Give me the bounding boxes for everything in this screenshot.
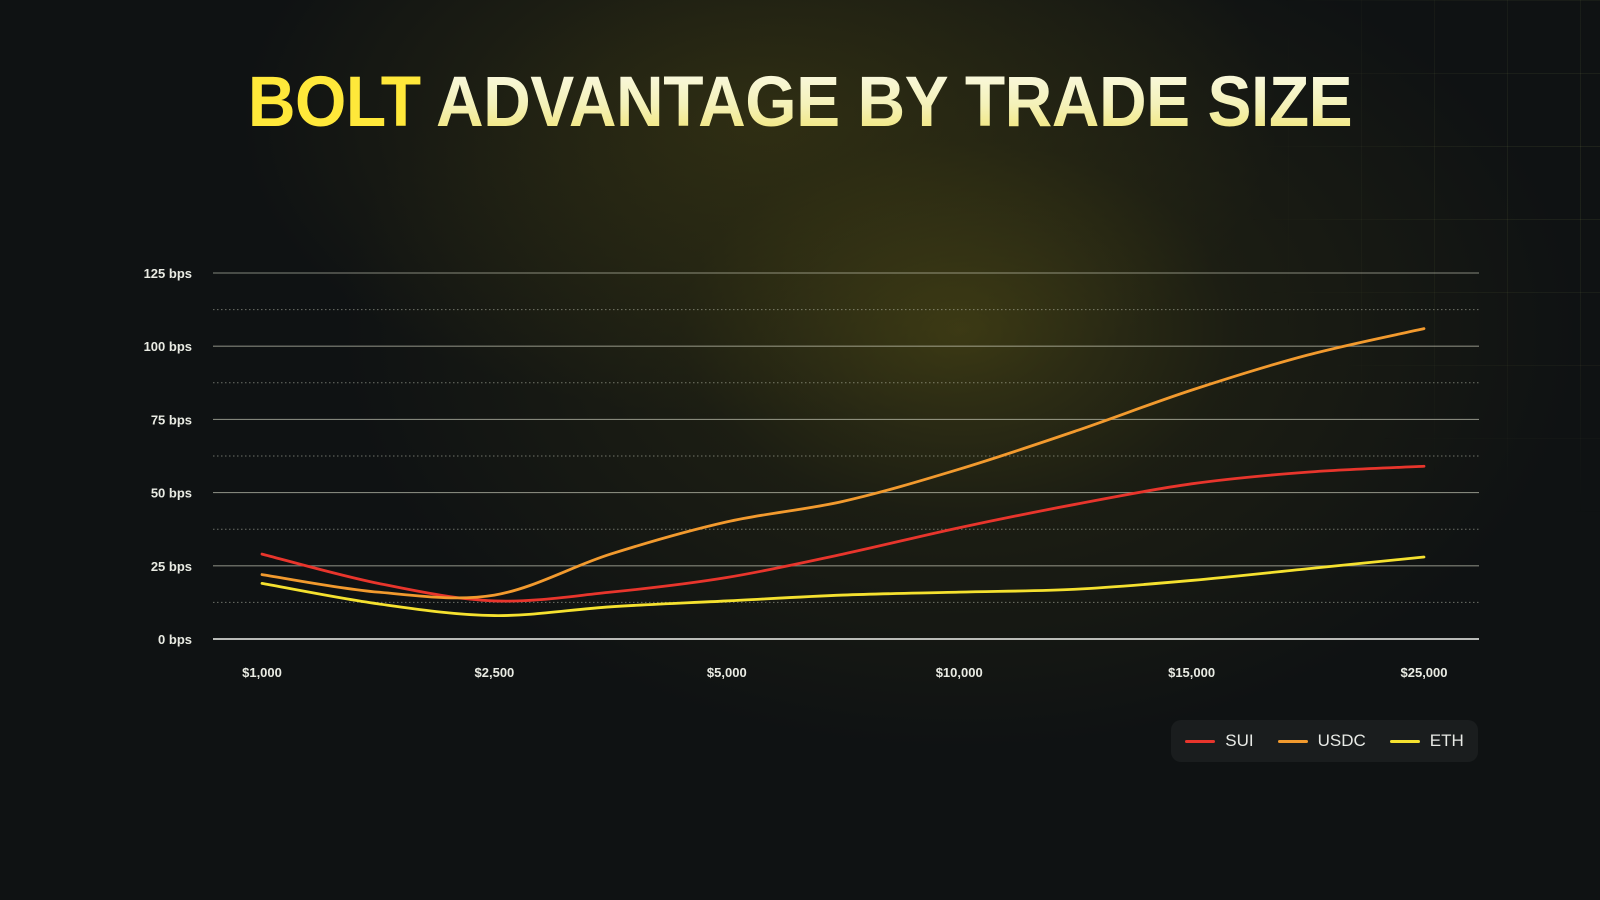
title-highlight: BOLT [247, 61, 421, 141]
x-tick-label: $15,000 [1168, 665, 1215, 680]
y-tick-label: 25 bps [151, 559, 192, 574]
series-line-sui [260, 464, 1426, 603]
x-tick-label: $1,000 [242, 665, 282, 680]
y-tick-label: 50 bps [151, 486, 192, 501]
y-tick-label: 75 bps [151, 412, 192, 427]
y-tick-label: 125 bps [144, 266, 192, 281]
legend-item-usdc: USDC [1277, 731, 1366, 751]
legend-label-eth: ETH [1429, 731, 1464, 750]
legend-swatch-eth [1389, 739, 1420, 743]
y-tick-label: 100 bps [144, 339, 192, 354]
decorative-grid-background [1140, 0, 1600, 640]
legend-item-sui: SUI [1185, 731, 1254, 751]
legend-swatch-usdc [1277, 739, 1308, 743]
legend-label-sui: SUI [1225, 731, 1254, 750]
chart-title: BOLT ADVANTAGE BY TRADE SIZE [0, 65, 1600, 136]
chart-legend: SUI USDC ETH [1171, 720, 1478, 762]
x-tick-label: $25,000 [1401, 665, 1448, 680]
x-tick-label: $10,000 [936, 665, 983, 680]
series-line-eth [260, 555, 1426, 617]
y-axis-tick-labels: 0 bps 25 bps 50 bps 75 bps 100 bps 125 bps [144, 266, 192, 647]
x-tick-label: $5,000 [707, 665, 747, 680]
title-rest: ADVANTAGE BY TRADE SIZE [435, 61, 1353, 141]
x-tick-label: $2,500 [475, 665, 515, 680]
legend-swatch-sui [1185, 739, 1216, 743]
legend-item-eth: ETH [1389, 731, 1464, 751]
chart-series [260, 327, 1426, 617]
x-axis-tick-labels: $1,000 $2,500 $5,000 $10,000 $15,000 $25,000 [242, 665, 1447, 680]
chart-gridlines [213, 272, 1479, 640]
y-tick-label: 0 bps [158, 632, 192, 647]
series-line-usdc [260, 327, 1426, 600]
legend-label-usdc: USDC [1317, 731, 1366, 750]
